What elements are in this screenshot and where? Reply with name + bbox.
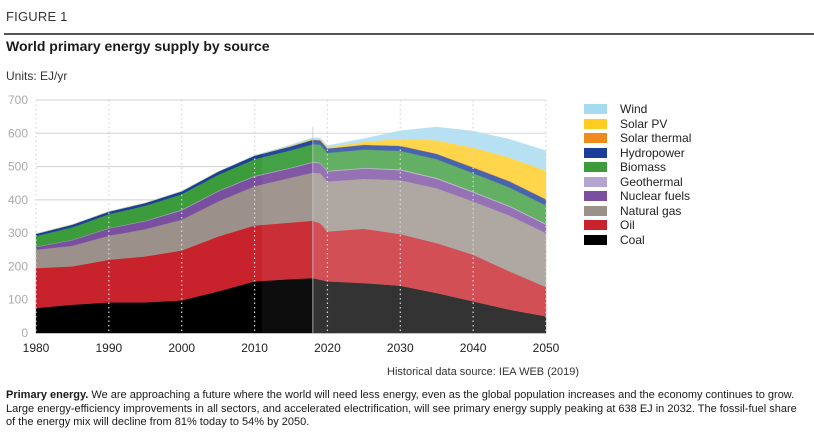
stacked-areas (35, 126, 547, 334)
forecast-shade (312, 90, 546, 333)
legend-label: Solar PV (620, 116, 668, 131)
x-tick-label: 2000 (168, 341, 195, 355)
x-tick-label: 1980 (23, 341, 50, 355)
legend-item: Hydropower (584, 146, 691, 161)
y-tick-label: 0 (21, 326, 28, 340)
y-axis-ticks: 0 100 200 300 400 500 600 700 (8, 93, 28, 340)
figure-label: FIGURE 1 (6, 9, 68, 24)
source-note: Historical data source: IEA WEB (2019) (387, 366, 579, 378)
history-band (261, 100, 313, 333)
legend-swatch (584, 118, 607, 129)
caption-text: We are approaching a future where the wo… (6, 389, 797, 428)
legend-label: Wind (620, 102, 648, 117)
chart-area: 0 100 200 300 400 500 600 700 1980 1990 2000 2010 2… (8, 90, 560, 355)
legend-label: Nuclear fuels (620, 189, 691, 204)
legend-label: Geothermal (620, 174, 683, 189)
x-axis-ticks: 1980 1990 2000 2010 2020 2030 2040 2050 (23, 341, 560, 355)
legend-swatch (584, 104, 607, 115)
legend-label: Solar thermal (620, 131, 692, 146)
y-tick-label: 500 (8, 160, 28, 174)
y-tick-label: 600 (8, 126, 28, 140)
x-tick-label: 2050 (533, 341, 560, 355)
legend-swatch (584, 133, 607, 144)
legend-swatch (584, 234, 607, 245)
legend-item: Biomass (584, 160, 691, 175)
legend-item: Natural gas (584, 204, 691, 219)
legend-swatch (584, 205, 607, 216)
area-wind (35, 126, 547, 234)
legend-swatch (584, 191, 607, 202)
legend-swatch (584, 147, 607, 158)
legend-swatch (584, 162, 607, 173)
x-tick-label: 2010 (241, 341, 268, 355)
x-tick-label: 2030 (387, 341, 414, 355)
legend-label: Hydropower (620, 145, 685, 160)
legend-item: Geothermal (584, 175, 691, 190)
header-rule (4, 33, 814, 35)
legend-label: Oil (620, 218, 635, 233)
legend-item: Oil (584, 218, 691, 233)
x-tick-label: 1990 (96, 341, 123, 355)
legend-item: Solar thermal (584, 131, 691, 146)
legend-label: Natural gas (620, 203, 682, 218)
forecast-overlay (261, 90, 546, 333)
x-tick-label: 2040 (460, 341, 487, 355)
y-tick-label: 100 (8, 293, 28, 307)
y-tick-label: 300 (8, 226, 28, 240)
y-tick-label: 700 (8, 93, 28, 107)
legend-swatch (584, 220, 607, 231)
legend-item: Solar PV (584, 117, 691, 132)
legend-item: Wind (584, 102, 691, 117)
legend: Wind Solar PV Solar thermal Hydropower Bioma… (584, 102, 691, 247)
legend-item: Coal (584, 233, 691, 248)
vertical-gridlines (35, 100, 547, 333)
legend-label: Biomass (620, 160, 667, 175)
y-tick-label: 400 (8, 193, 28, 207)
chart-title: World primary energy supply by source (6, 38, 270, 54)
caption-lead: Primary energy. (6, 389, 89, 401)
legend-item: Nuclear fuels (584, 189, 691, 204)
y-tick-label: 200 (8, 259, 28, 273)
caption: Primary energy. We are approaching a fut… (6, 389, 804, 430)
legend-swatch (584, 176, 607, 187)
x-tick-label: 2020 (314, 341, 341, 355)
legend-label: Coal (620, 232, 645, 247)
units-label: Units: EJ/yr (6, 69, 68, 83)
